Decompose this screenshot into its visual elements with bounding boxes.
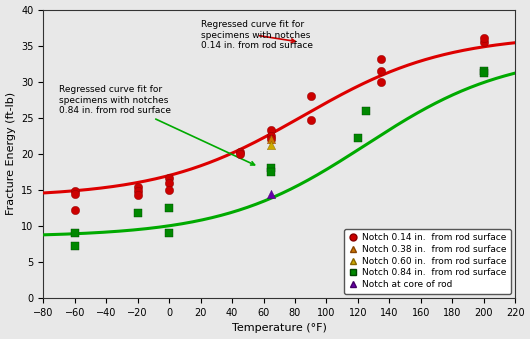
Point [377,79,386,84]
Point [267,133,276,139]
Point [377,56,386,61]
Legend: Notch 0.14 in.  from rod surface, Notch 0.38 in.  from rod surface, Notch 0.60 i: Notch 0.14 in. from rod surface, Notch 0… [344,229,510,294]
Point [267,165,276,171]
Point [354,135,362,141]
Point [306,94,315,99]
Point [70,192,79,197]
Point [267,127,276,133]
Text: Regressed curve fit for
specimens with notches
0.14 in. from rod surface: Regressed curve fit for specimens with n… [200,20,313,50]
Point [134,189,142,194]
Point [480,39,488,45]
X-axis label: Temperature (°F): Temperature (°F) [232,323,326,334]
Text: Regressed curve fit for
specimens with notches
0.84 in. from rod surface: Regressed curve fit for specimens with n… [59,85,254,165]
Point [377,68,386,74]
Point [70,243,79,249]
Point [165,180,173,185]
Point [236,151,244,157]
Point [267,137,276,142]
Y-axis label: Fracture Energy (ft-lb): Fracture Energy (ft-lb) [5,92,15,215]
Point [480,70,488,76]
Point [165,231,173,236]
Point [165,205,173,211]
Point [236,149,244,154]
Point [134,210,142,216]
Point [267,169,276,175]
Point [267,142,276,148]
Point [70,188,79,193]
Point [165,187,173,193]
Point [480,68,488,74]
Point [480,36,488,41]
Point [267,191,276,196]
Point [134,184,142,190]
Point [70,231,79,236]
Point [306,117,315,123]
Point [70,207,79,213]
Point [361,108,370,113]
Point [267,137,276,142]
Point [134,192,142,198]
Point [165,175,173,180]
